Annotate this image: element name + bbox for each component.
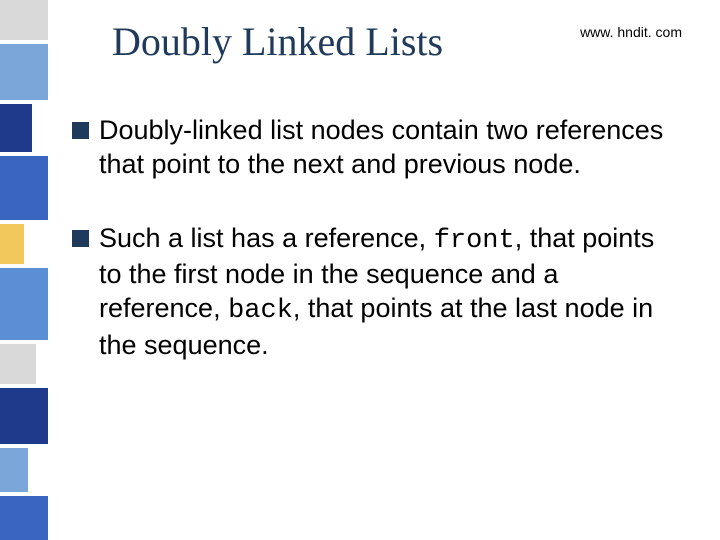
sidebar-block xyxy=(0,344,36,384)
sidebar-block xyxy=(0,448,28,492)
bullet-item: Such a list has a reference, front, that… xyxy=(72,222,672,363)
body-text: Doubly-linked list nodes contain two ref… xyxy=(99,115,663,179)
sidebar-block xyxy=(0,104,32,152)
bullet-square-icon xyxy=(72,122,89,139)
sidebar-block xyxy=(0,388,48,444)
sidebar-block xyxy=(0,156,48,220)
sidebar-block xyxy=(0,224,24,264)
code-text: back xyxy=(228,296,293,326)
source-url: www. hndit. com xyxy=(580,24,682,40)
bullet-item: Doubly-linked list nodes contain two ref… xyxy=(72,114,672,182)
bullet-list: Doubly-linked list nodes contain two ref… xyxy=(72,114,702,363)
bullet-square-icon xyxy=(72,230,89,247)
sidebar-block xyxy=(0,268,48,340)
bullet-text: Such a list has a reference, front, that… xyxy=(99,222,672,363)
body-text: Such a list has a reference, xyxy=(99,223,434,253)
slide-header: Doubly Linked Lists www. hndit. com xyxy=(72,14,702,74)
slide-content: Doubly Linked Lists www. hndit. com Doub… xyxy=(72,0,702,403)
sidebar-decoration xyxy=(0,0,48,540)
slide-title: Doubly Linked Lists xyxy=(112,18,443,65)
sidebar-block xyxy=(0,0,48,40)
bullet-text: Doubly-linked list nodes contain two ref… xyxy=(99,114,672,182)
sidebar-block xyxy=(0,44,48,100)
sidebar-block xyxy=(0,496,48,540)
code-text: front xyxy=(434,226,515,256)
